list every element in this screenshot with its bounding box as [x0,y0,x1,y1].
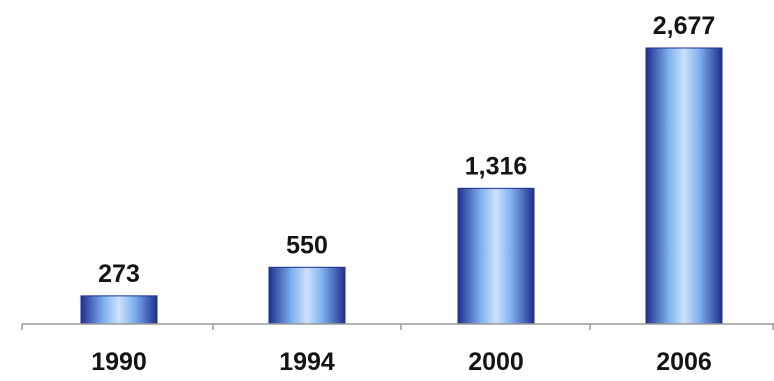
x-tick-label-1990: 1990 [91,348,147,376]
x-tick-label-2006: 2006 [656,348,712,376]
bar-2006 [645,47,723,325]
bar-1994 [268,266,346,325]
data-label-1990: 273 [98,260,140,288]
labels-layer: 273 1990 550 1994 1,316 2000 2,677 2006 [91,12,715,376]
bars-layer [80,47,723,325]
bar-1990 [80,295,158,325]
x-tick-label-2000: 2000 [468,348,524,376]
data-label-2000: 1,316 [465,152,528,180]
data-label-1994: 550 [286,231,328,259]
data-label-2006: 2,677 [653,12,716,40]
x-tick-label-1994: 1994 [279,348,335,376]
x-axis [21,323,774,330]
bar-2000 [457,187,535,325]
